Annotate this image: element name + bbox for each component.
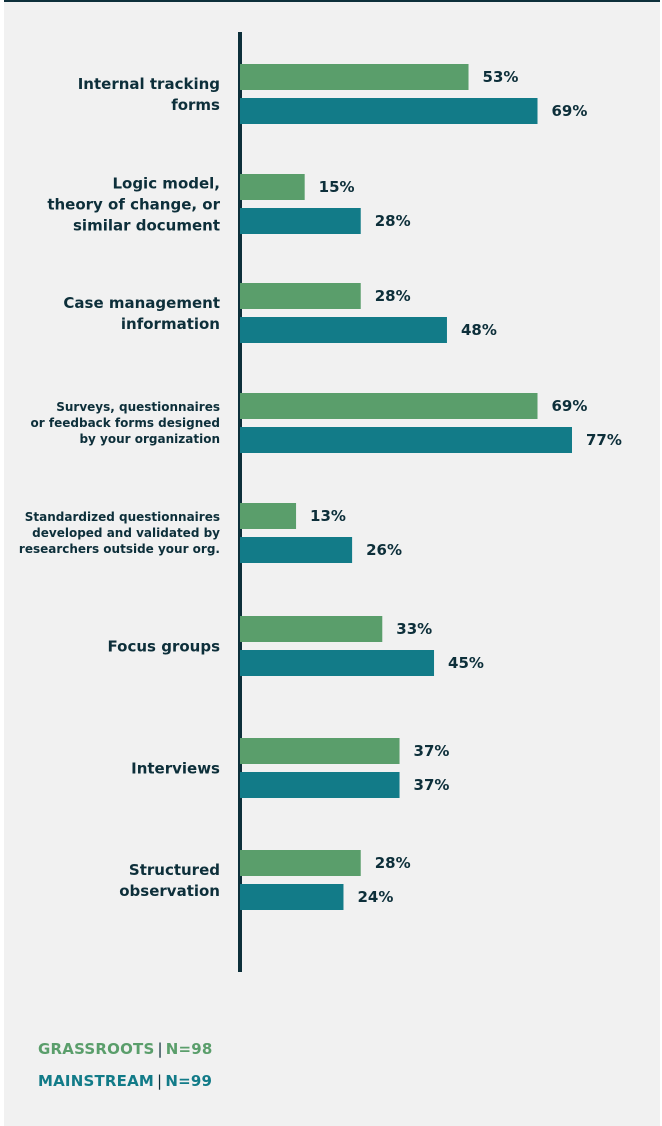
bar-grassroots: [240, 503, 297, 529]
bar-mainstream: [240, 208, 361, 234]
category-label-line: Structured: [129, 861, 220, 879]
legend-grassroots-n: N=98: [165, 1040, 213, 1058]
bar-grassroots: [240, 64, 469, 90]
category-label-line: Surveys, questionnaires: [56, 400, 220, 414]
value-label-grassroots: 28%: [375, 854, 411, 872]
value-label-grassroots: 33%: [396, 620, 432, 638]
category-label: Standardized questionnaires developed and…: [19, 510, 220, 556]
value-label-mainstream: 45%: [448, 654, 484, 672]
legend-grassroots-label: GRASSROOTS: [38, 1040, 155, 1058]
category-label-line: Logic model,: [112, 174, 220, 192]
value-label-mainstream: 28%: [375, 212, 411, 230]
category-label-line: similar document: [73, 216, 220, 234]
category-label-line: or feedback forms designed: [31, 416, 220, 430]
legend-separator: |: [157, 1072, 163, 1090]
value-label-mainstream: 24%: [357, 888, 393, 906]
bar-mainstream: [240, 537, 353, 563]
bar-chart: Internal tracking forms 53% 69% Logic model,…: [19, 32, 622, 972]
bar-mainstream: [240, 772, 400, 798]
value-label-grassroots: 53%: [483, 68, 519, 86]
category-label-line: researchers outside your org.: [19, 542, 220, 556]
bar-mainstream: [240, 884, 344, 910]
value-label-mainstream: 77%: [586, 431, 622, 449]
value-label-grassroots: 69%: [552, 397, 588, 415]
value-label-mainstream: 48%: [461, 321, 497, 339]
legend-mainstream-n: N=99: [165, 1072, 213, 1090]
legend-grassroots: GRASSROOTS | N=98: [38, 1040, 213, 1058]
value-label-mainstream: 69%: [552, 102, 588, 120]
category-label: Structured observation: [119, 861, 220, 900]
category-label-line: by your organization: [79, 432, 220, 446]
category-label-line: information: [121, 315, 220, 333]
bar-mainstream: [240, 650, 435, 676]
category-label-line: observation: [119, 882, 220, 900]
bar-grassroots: [240, 393, 538, 419]
category-label-line: Standardized questionnaires: [25, 510, 220, 524]
category-label-line: developed and validated by: [32, 526, 220, 540]
category-label-line: Focus groups: [108, 637, 221, 655]
category-label-line: Internal tracking: [78, 75, 220, 93]
category-label: Surveys, questionnaires or feedback forms…: [31, 400, 220, 446]
value-label-grassroots: 37%: [414, 742, 450, 760]
value-label-grassroots: 13%: [310, 507, 346, 525]
category-label: Internal tracking forms: [78, 75, 220, 114]
legend-mainstream-label: MAINSTREAM: [38, 1072, 155, 1090]
value-label-mainstream: 26%: [366, 541, 402, 559]
category-label-line: Case management: [63, 294, 220, 312]
category-label-line: forms: [171, 96, 220, 114]
bar-grassroots: [240, 616, 383, 642]
category-label-line: theory of change, or: [47, 195, 220, 213]
bar-grassroots: [240, 283, 361, 309]
bar-mainstream: [240, 427, 572, 453]
bar-grassroots: [240, 738, 400, 764]
category-label-line: Interviews: [131, 759, 220, 777]
legend-separator: |: [157, 1040, 163, 1058]
category-label: Case management information: [63, 294, 220, 333]
bar-mainstream: [240, 98, 538, 124]
legend-mainstream: MAINSTREAM | N=99: [38, 1072, 212, 1090]
category-label: Focus groups: [108, 637, 221, 655]
bar-grassroots: [240, 174, 305, 200]
value-label-grassroots: 15%: [319, 178, 355, 196]
category-label: Logic model, theory of change, or similar …: [47, 174, 220, 234]
category-label: Interviews: [131, 759, 220, 777]
bar-grassroots: [240, 850, 361, 876]
value-label-mainstream: 37%: [414, 776, 450, 794]
bar-mainstream: [240, 317, 447, 343]
value-label-grassroots: 28%: [375, 287, 411, 305]
